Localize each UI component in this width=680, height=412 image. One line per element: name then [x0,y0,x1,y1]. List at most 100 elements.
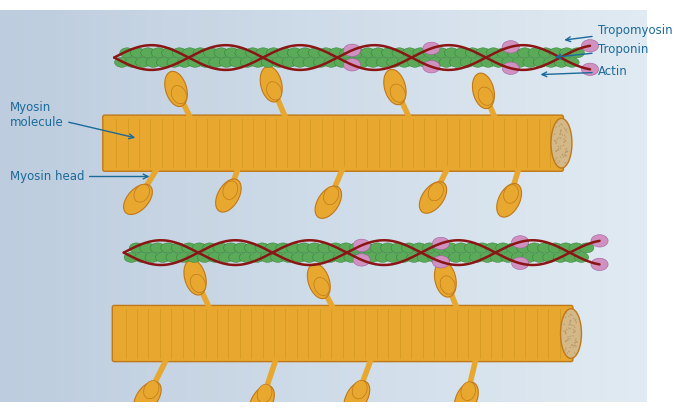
Ellipse shape [496,243,510,253]
Ellipse shape [575,338,577,340]
Bar [566,10,575,402]
Ellipse shape [556,150,557,152]
Ellipse shape [171,86,186,104]
Ellipse shape [554,57,568,67]
Ellipse shape [523,57,537,67]
Ellipse shape [328,243,343,253]
Ellipse shape [134,382,161,412]
Bar [267,10,275,402]
Ellipse shape [538,243,552,253]
Bar [348,10,356,402]
Ellipse shape [193,48,207,58]
Ellipse shape [564,253,578,262]
Ellipse shape [412,243,426,253]
Bar [162,10,170,402]
Ellipse shape [564,331,566,332]
Ellipse shape [365,253,379,262]
Ellipse shape [140,243,154,253]
Ellipse shape [343,44,360,56]
Ellipse shape [366,57,380,67]
Ellipse shape [559,133,560,135]
Bar [388,10,396,402]
Ellipse shape [435,262,456,297]
Ellipse shape [564,135,565,136]
Ellipse shape [575,346,577,347]
Ellipse shape [449,253,463,262]
Bar [291,10,299,402]
Ellipse shape [544,57,558,67]
Ellipse shape [454,243,469,253]
Bar [413,10,421,402]
Ellipse shape [556,122,558,123]
Ellipse shape [564,332,566,333]
Ellipse shape [354,253,369,262]
Ellipse shape [566,312,567,314]
Bar [380,10,388,402]
Bar [97,10,105,402]
Ellipse shape [573,329,574,330]
Ellipse shape [486,243,500,253]
Ellipse shape [444,48,459,58]
Ellipse shape [517,243,531,253]
Bar [194,10,202,402]
Bar [81,10,89,402]
Bar [517,10,526,402]
Ellipse shape [156,253,170,262]
Bar [33,10,40,402]
Ellipse shape [566,340,568,342]
Ellipse shape [167,57,182,67]
Bar [56,10,65,402]
Ellipse shape [533,57,548,67]
Ellipse shape [496,48,511,58]
Ellipse shape [218,253,233,262]
Bar [526,10,534,402]
Ellipse shape [565,348,566,349]
Ellipse shape [381,48,396,58]
Bar [615,10,623,402]
Ellipse shape [145,253,160,262]
Ellipse shape [548,243,562,253]
Ellipse shape [276,243,290,253]
Bar [121,10,129,402]
Ellipse shape [271,57,286,67]
Ellipse shape [539,48,553,58]
Ellipse shape [469,253,484,262]
Ellipse shape [568,316,570,317]
Ellipse shape [192,243,207,253]
Ellipse shape [464,243,479,253]
Ellipse shape [562,124,563,126]
Ellipse shape [420,182,447,213]
Ellipse shape [418,57,432,67]
Ellipse shape [563,330,564,332]
Bar [137,10,146,402]
Ellipse shape [281,253,296,262]
Ellipse shape [403,48,417,58]
Ellipse shape [165,71,187,107]
Ellipse shape [423,61,440,73]
Ellipse shape [120,48,134,58]
Bar [469,10,477,402]
Ellipse shape [560,157,561,158]
Ellipse shape [424,48,438,58]
Ellipse shape [143,381,159,399]
Bar [356,10,364,402]
Ellipse shape [292,253,306,262]
Ellipse shape [267,48,281,58]
Bar [8,10,16,402]
Ellipse shape [428,183,443,201]
Ellipse shape [199,57,213,67]
Bar [316,10,324,402]
Bar [396,10,405,402]
Ellipse shape [560,309,581,358]
Ellipse shape [569,323,571,325]
Ellipse shape [574,342,576,344]
Ellipse shape [353,254,370,266]
Ellipse shape [282,57,296,67]
Bar [340,10,348,402]
Ellipse shape [288,48,302,58]
Ellipse shape [265,243,280,253]
Bar [210,10,218,402]
Ellipse shape [563,138,564,140]
Ellipse shape [575,340,576,341]
Bar [445,10,453,402]
